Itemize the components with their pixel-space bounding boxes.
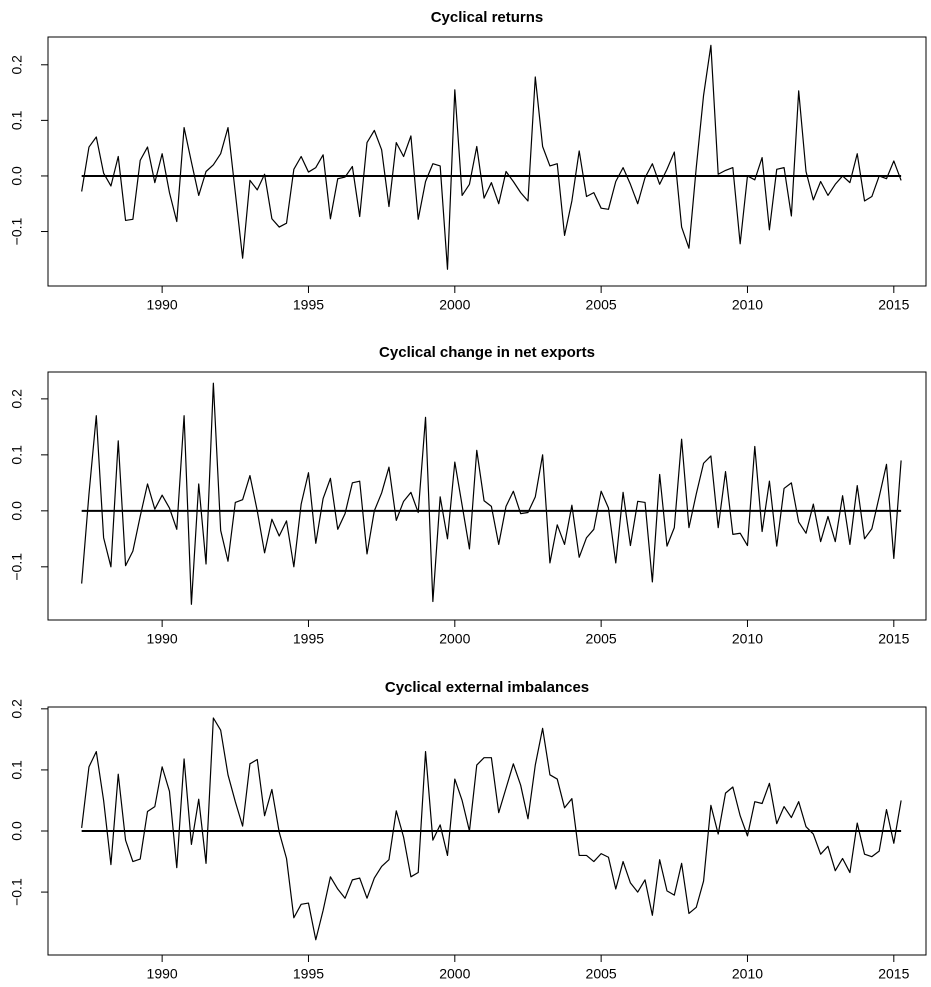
x-tick-label: 2015	[878, 966, 909, 982]
y-tick-label: 0.1	[9, 110, 25, 130]
x-tick-label: 2000	[439, 966, 470, 982]
chart-title: Cyclical change in net exports	[379, 344, 595, 361]
series-line	[81, 717, 902, 941]
x-tick-label: 2015	[878, 631, 909, 647]
y-tick-label: 0.0	[9, 166, 25, 186]
panel: Cyclical returns 1990 1995 2000 2005 2010 2015…	[9, 9, 927, 313]
plot-frame	[47, 371, 927, 621]
series-line	[81, 382, 902, 605]
x-tick-label: 2015	[878, 297, 909, 313]
x-tick-label: 2005	[586, 966, 617, 982]
x-tick-label: 2010	[732, 966, 763, 982]
y-tick-label: 0.1	[9, 445, 25, 465]
y-tick-label: 0.0	[9, 821, 25, 841]
y-tick-label: −0.1	[9, 878, 25, 906]
x-tick-label: 2000	[439, 631, 470, 647]
series-line	[81, 44, 902, 270]
x-tick-label: 1995	[293, 631, 324, 647]
x-tick-label: 1990	[147, 966, 178, 982]
y-tick-label: 0.2	[9, 55, 25, 75]
plot-frame	[47, 36, 927, 287]
x-tick-label: 1990	[147, 631, 178, 647]
panel: Cyclical change in net exports 1990 1995 20…	[9, 344, 927, 647]
x-tick-label: 1990	[147, 297, 178, 313]
y-tick-label: 0.1	[9, 760, 25, 780]
x-tick-label: 2005	[586, 297, 617, 313]
panel: Cyclical external imbalances 1990 1995 2000…	[9, 679, 927, 982]
y-tick-label: −0.1	[9, 218, 25, 246]
x-tick-label: 1995	[293, 297, 324, 313]
x-tick-label: 2010	[732, 297, 763, 313]
x-tick-label: 1995	[293, 966, 324, 982]
y-tick-label: 0.2	[9, 699, 25, 719]
y-tick-label: 0.0	[9, 501, 25, 521]
y-tick-label: 0.2	[9, 389, 25, 409]
x-tick-label: 2010	[732, 631, 763, 647]
chart-title: Cyclical external imbalances	[385, 679, 589, 696]
chart-title: Cyclical returns	[431, 9, 544, 26]
y-tick-label: −0.1	[9, 553, 25, 581]
x-tick-label: 2005	[586, 631, 617, 647]
x-tick-label: 2000	[439, 297, 470, 313]
